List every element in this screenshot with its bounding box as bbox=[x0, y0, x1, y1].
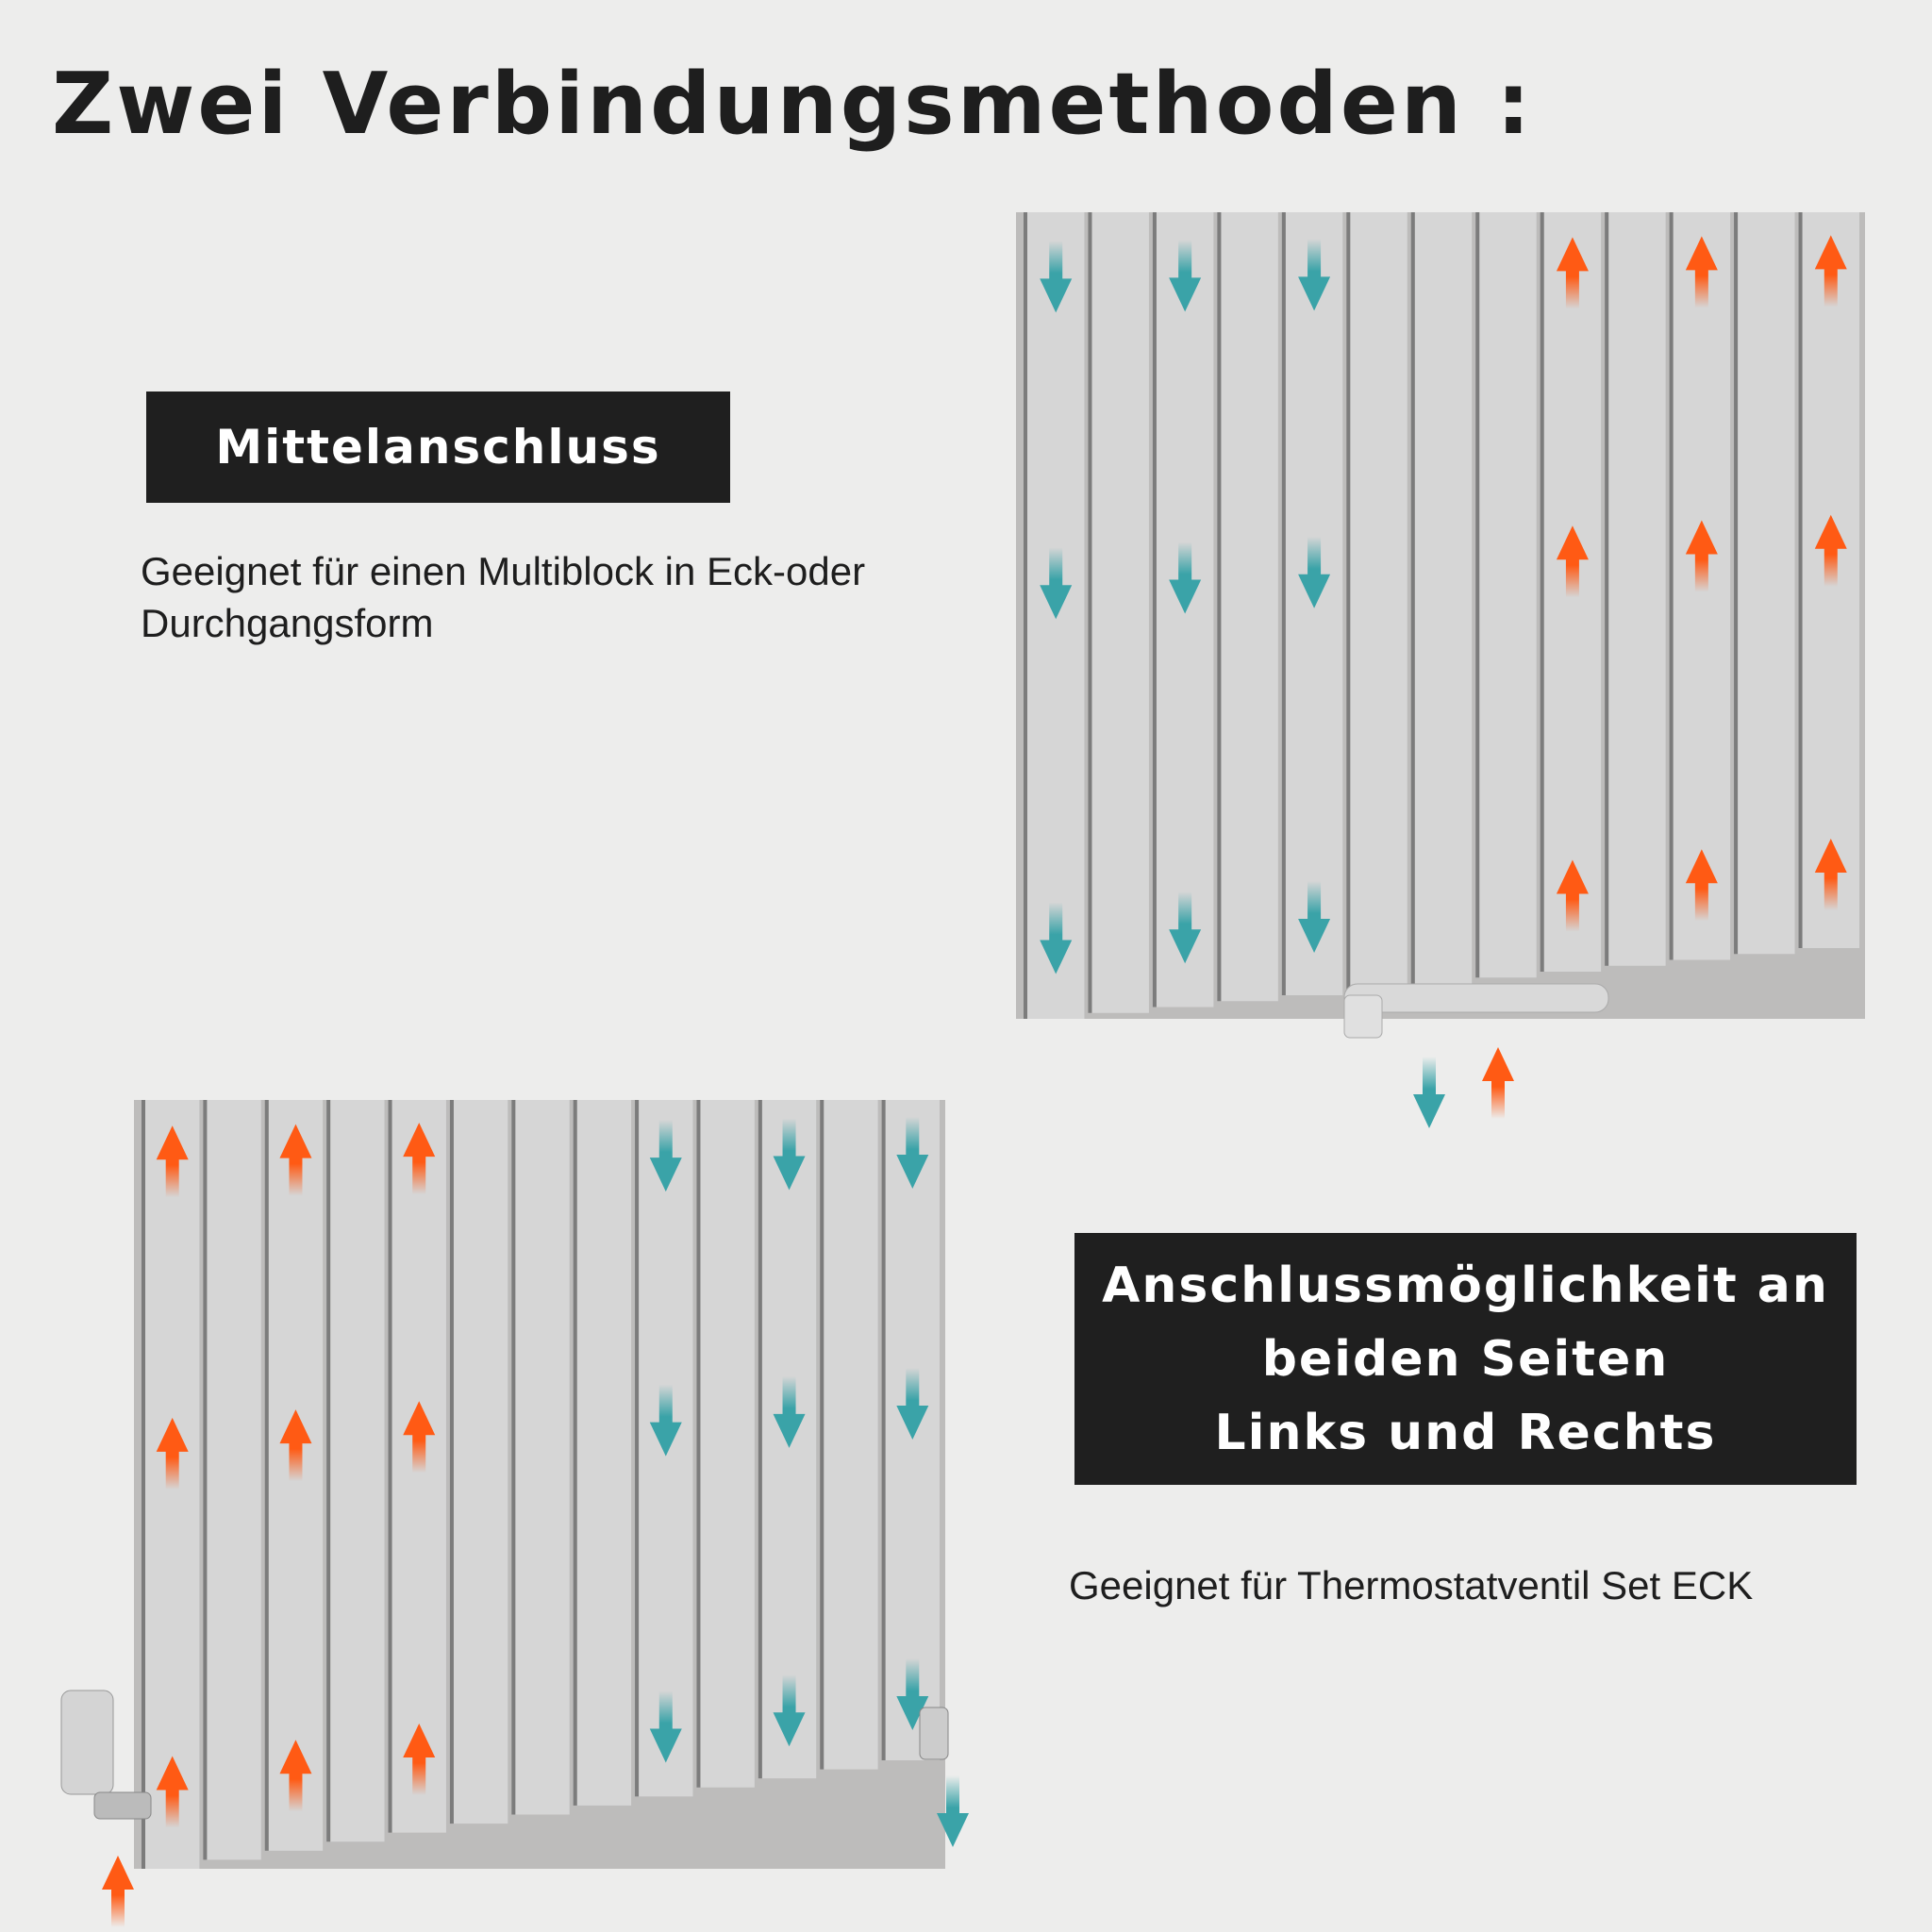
cold-flow-arrow-icon bbox=[773, 1674, 806, 1747]
hot-flow-arrow-icon bbox=[279, 1409, 312, 1482]
column-gap bbox=[696, 1100, 701, 1788]
column-gap bbox=[1217, 212, 1222, 1002]
radiator-column bbox=[1738, 212, 1795, 955]
column-gap bbox=[1669, 212, 1674, 960]
column-gap bbox=[1346, 212, 1351, 990]
hot-flow-arrow-icon bbox=[403, 1724, 436, 1795]
hot-flow-arrow-icon bbox=[1556, 237, 1589, 309]
cold-flow-arrow-icon bbox=[649, 1690, 682, 1763]
cold-flow-arrow-icon bbox=[1298, 536, 1331, 608]
hot-flow-arrow-icon bbox=[279, 1740, 312, 1812]
cold-flow-arrow-icon bbox=[1169, 891, 1202, 964]
radiator-column bbox=[700, 1100, 755, 1788]
radiator-column bbox=[330, 1100, 385, 1842]
hot-flow-arrow-icon bbox=[1814, 514, 1847, 587]
column-gap bbox=[326, 1100, 331, 1842]
radiator-column bbox=[453, 1100, 508, 1824]
cold-flow-arrow-icon bbox=[649, 1120, 682, 1192]
middle-connection-label-text: Mittelanschluss bbox=[215, 420, 661, 475]
cold-flow-arrow-icon bbox=[649, 1384, 682, 1457]
cold-return-arrow-icon bbox=[1413, 1057, 1445, 1128]
cold-flow-arrow-icon bbox=[773, 1118, 806, 1191]
thermostat-valve-icon bbox=[60, 1690, 114, 1795]
hot-flow-arrow-icon bbox=[403, 1123, 436, 1195]
cold-flow-arrow-icon bbox=[1298, 881, 1331, 953]
cold-flow-arrow-icon bbox=[1169, 541, 1202, 614]
radiator-column bbox=[824, 1100, 878, 1770]
column-gap bbox=[1475, 212, 1480, 978]
cold-flow-arrow-icon bbox=[1040, 547, 1073, 620]
side-connection-radiator bbox=[134, 1100, 945, 1869]
radiator-column bbox=[1350, 212, 1407, 990]
description-line: Geeignet für einen Multiblock in Eck-ode… bbox=[141, 549, 866, 593]
column-gap bbox=[142, 1100, 145, 1869]
column-gap bbox=[1152, 212, 1157, 1008]
description-line: Durchgangsform bbox=[141, 601, 434, 645]
column-gap bbox=[573, 1100, 577, 1806]
label-line: beiden Seiten bbox=[1261, 1330, 1670, 1388]
cold-flow-arrow-icon bbox=[1298, 239, 1331, 311]
column-gap bbox=[881, 1100, 886, 1760]
cold-flow-arrow-icon bbox=[1169, 240, 1202, 312]
column-gap bbox=[1410, 212, 1415, 984]
hot-flow-arrow-icon bbox=[1685, 849, 1718, 922]
cold-flow-arrow-icon bbox=[896, 1368, 929, 1440]
column-gap bbox=[1734, 212, 1739, 955]
column-gap bbox=[449, 1100, 454, 1824]
hot-flow-arrow-icon bbox=[279, 1124, 312, 1196]
column-gap bbox=[203, 1100, 208, 1860]
radiator-column bbox=[1221, 212, 1278, 1002]
column-gap bbox=[1024, 212, 1027, 1019]
column-gap bbox=[635, 1100, 640, 1797]
radiator-column bbox=[1608, 212, 1666, 966]
column-gap bbox=[1088, 212, 1092, 1013]
column-gap bbox=[1798, 212, 1803, 948]
radiator-column bbox=[515, 1100, 570, 1815]
hot-flow-arrow-icon bbox=[1814, 235, 1847, 308]
radiator-column bbox=[1414, 212, 1473, 984]
label-line: Anschlussmöglichkeit an bbox=[1102, 1257, 1829, 1314]
middle-connection-radiator bbox=[1016, 212, 1865, 1019]
radiator-column bbox=[576, 1100, 632, 1806]
valve-connector-left bbox=[93, 1791, 152, 1820]
middle-connection-description: Geeignet für einen Multiblock in Eck-ode… bbox=[141, 545, 990, 649]
hot-flow-arrow-icon bbox=[1556, 525, 1589, 598]
side-connection-description: Geeignet für Thermostatventil Set ECK bbox=[1069, 1563, 1754, 1607]
column-gap bbox=[820, 1100, 824, 1770]
radiator-column bbox=[1479, 212, 1537, 978]
cold-flow-arrow-icon bbox=[1040, 241, 1073, 313]
cold-flow-arrow-icon bbox=[1040, 902, 1073, 974]
hot-flow-arrow-icon bbox=[1814, 839, 1847, 910]
side-connection-label: Anschlussmöglichkeit an beiden Seiten Li… bbox=[1074, 1233, 1857, 1485]
hot-flow-arrow-icon bbox=[1685, 236, 1718, 308]
cold-return-arrow-icon bbox=[937, 1775, 969, 1847]
hot-flow-arrow-icon bbox=[403, 1401, 436, 1474]
hot-flow-arrow-icon bbox=[156, 1417, 189, 1490]
hot-flow-arrow-icon bbox=[1556, 859, 1589, 932]
middle-connection-label: Mittelanschluss bbox=[146, 391, 730, 503]
page-title: Zwei Verbindungsmethoden : bbox=[52, 55, 1534, 154]
column-gap bbox=[1605, 212, 1609, 966]
hot-supply-arrow-icon bbox=[1482, 1047, 1514, 1119]
cold-flow-arrow-icon bbox=[896, 1117, 929, 1189]
cold-flow-arrow-icon bbox=[773, 1375, 806, 1448]
label-line: Links und Rechts bbox=[1214, 1404, 1717, 1461]
column-gap bbox=[1540, 212, 1544, 972]
radiator-column bbox=[207, 1100, 261, 1860]
column-gap bbox=[264, 1100, 269, 1851]
column-gap bbox=[511, 1100, 516, 1815]
column-gap bbox=[1281, 212, 1286, 995]
hot-flow-arrow-icon bbox=[1685, 520, 1718, 592]
hot-supply-arrow-icon bbox=[102, 1856, 134, 1927]
hot-flow-arrow-icon bbox=[156, 1756, 189, 1828]
hot-flow-arrow-icon bbox=[156, 1125, 189, 1198]
valve-connector-right bbox=[919, 1707, 949, 1760]
column-gap bbox=[388, 1100, 392, 1833]
middle-valve-block bbox=[1343, 994, 1383, 1039]
radiator-column bbox=[1091, 212, 1149, 1013]
middle-valve-pipe bbox=[1343, 983, 1609, 1013]
column-gap bbox=[758, 1100, 762, 1779]
